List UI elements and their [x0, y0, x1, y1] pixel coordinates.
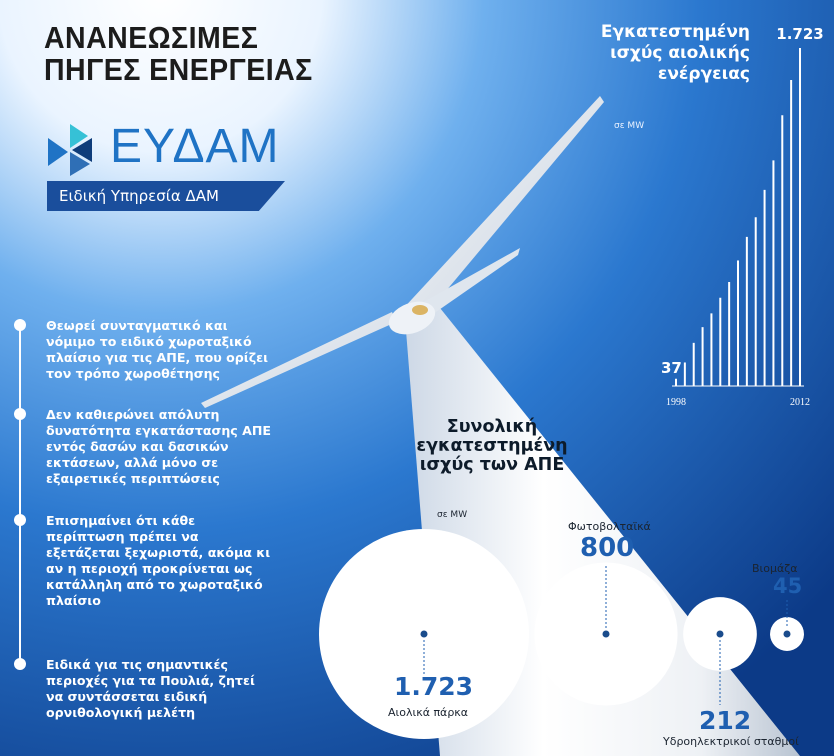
logo-wordmark: ΕΥΔΑΜ [110, 120, 280, 173]
hydro-bubble-label: Υδροηλεκτρικοί σταθμοί [663, 735, 799, 748]
title-line-2: ΠΗΓΕΣ ΕΝΕΡΓΕΙΑΣ [44, 52, 313, 87]
pv-center-dot [602, 630, 610, 638]
wind-capacity-chart: 37 1.723 1998 2012 [661, 25, 824, 408]
biomass-bubble-value: 45 [773, 574, 803, 598]
page-title: ΑΝΑΝΕΩΣΙΜΕΣ ΠΗΓΕΣ ΕΝΕΡΓΕΙΑΣ [44, 22, 313, 86]
res-chart-title: Συνολική εγκατεστημένη ισχύς των ΑΠΕ [416, 417, 568, 475]
hydro-center-dot [716, 630, 724, 638]
pv-bubble-value: 800 [580, 533, 635, 563]
wind-bubble-value: 1.723 [394, 672, 474, 701]
bullet-1-text: Θεωρεί συνταγματικό και νόμιμο το ειδικό… [46, 318, 269, 381]
pv-bubble-label: Φωτοβολταϊκά [568, 520, 651, 533]
logo-tagline: Ειδική Υπηρεσία ΔΑΜ [47, 181, 285, 211]
bullet-dot [14, 319, 26, 331]
biomass-bubble-label: Βιομάζα [752, 562, 798, 575]
wind-bubble-label: Αιολικά πάρκα [388, 706, 469, 719]
bullet-timeline [14, 319, 26, 670]
wind-first-value-label: 37 [661, 359, 682, 377]
biomass-center-dot [783, 630, 791, 638]
wind-last-value-label: 1.723 [776, 25, 823, 43]
bullet-dot [14, 658, 26, 670]
bullet-dot [14, 514, 26, 526]
bullet-4-text: Ειδικά για τις σημαντικές περιοχές για τ… [46, 657, 255, 720]
hydro-bubble-value: 212 [699, 706, 752, 735]
eydam-logo-mark-icon [48, 124, 92, 176]
wind-chart-unit: σε MW [614, 121, 645, 131]
res-chart-unit: σε MW [437, 510, 468, 520]
bullet-dot [14, 408, 26, 420]
wind-center-dot [420, 630, 428, 638]
title-line-1: ΑΝΑΝΕΩΣΙΜΕΣ [44, 20, 259, 55]
bullet-2-text: Δεν καθιερώνει απόλυτη δυνατότητα εγκατά… [46, 407, 272, 486]
wind-x-end-label: 2012 [790, 397, 810, 408]
bullet-3-text: Επισημαίνει ότι κάθε περίπτωση πρέπει να… [46, 513, 271, 608]
wind-x-start-label: 1998 [666, 397, 686, 408]
wind-chart-title: Εγκατεστημένη ισχύς αιολικής ενέργειας [600, 22, 750, 84]
